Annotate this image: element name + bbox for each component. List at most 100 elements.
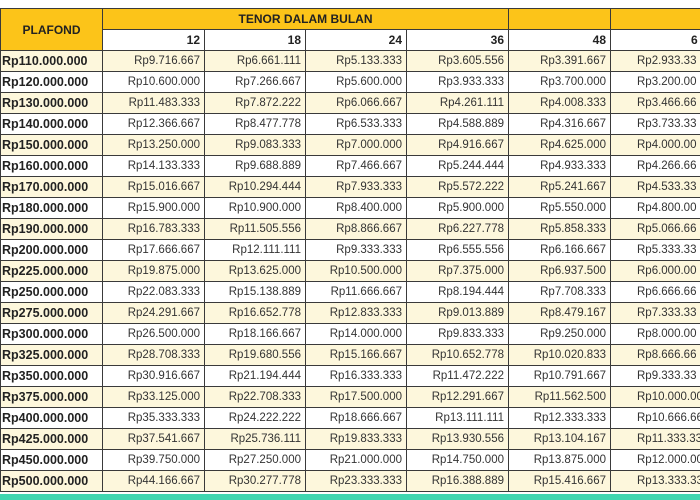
installment-cell: Rp8.000.00	[610, 323, 700, 345]
installment-cell: Rp8.400.000	[305, 197, 407, 219]
plafond-cell: Rp350.000.000	[0, 365, 103, 387]
installment-cell: Rp17.666.667	[102, 239, 205, 261]
installment-cell: Rp33.125.000	[102, 386, 205, 408]
plafond-header: PLAFOND	[0, 8, 103, 51]
bottom-band	[0, 494, 700, 500]
installment-cell: Rp28.708.333	[102, 344, 205, 366]
installment-cell: Rp4.588.889	[406, 113, 509, 135]
installment-cell: Rp9.083.333	[204, 134, 306, 156]
installment-cell: Rp9.688.889	[204, 155, 306, 177]
installment-cell: Rp6.533.333	[305, 113, 407, 135]
installment-cell: Rp13.104.167	[508, 428, 611, 450]
table-row: Rp170.000.000 Rp15.016.667 Rp10.294.444 Rp7…	[0, 176, 700, 198]
installment-cell: Rp22.708.333	[204, 386, 306, 408]
installment-cell: Rp7.266.667	[204, 71, 306, 93]
installment-cell: Rp8.866.667	[305, 218, 407, 240]
installment-cell: Rp11.505.556	[204, 218, 306, 240]
installment-cell: Rp12.833.333	[305, 302, 407, 324]
installment-cell: Rp6.666.66	[610, 281, 700, 303]
tenor-12: 12	[102, 29, 205, 51]
installment-cell: Rp21.000.000	[305, 449, 407, 471]
table-row: Rp140.000.000 Rp12.366.667 Rp8.477.778 Rp6.…	[0, 113, 700, 135]
installment-cell: Rp5.550.000	[508, 197, 611, 219]
installment-cell: Rp7.872.222	[204, 92, 306, 114]
installment-cell: Rp3.200.00	[610, 71, 700, 93]
installment-cell: Rp11.666.667	[305, 281, 407, 303]
installment-cell: Rp5.858.333	[508, 218, 611, 240]
installment-cell: Rp4.916.667	[406, 134, 509, 156]
installment-cell: Rp6.000.00	[610, 260, 700, 282]
installment-cell: Rp9.716.667	[102, 50, 205, 72]
installment-cell: Rp15.900.000	[102, 197, 205, 219]
installment-cell: Rp39.750.000	[102, 449, 205, 471]
installment-cell: Rp13.333.33	[610, 470, 700, 492]
installment-cell: Rp6.227.778	[406, 218, 509, 240]
installment-cell: Rp13.625.000	[204, 260, 306, 282]
plafond-cell: Rp250.000.000	[0, 281, 103, 303]
installment-cell: Rp16.783.333	[102, 218, 205, 240]
installment-cell: Rp10.900.000	[204, 197, 306, 219]
installment-cell: Rp7.708.333	[508, 281, 611, 303]
installment-cell: Rp5.133.333	[305, 50, 407, 72]
plafond-cell: Rp140.000.000	[0, 113, 103, 135]
tenor-18: 18	[204, 29, 306, 51]
installment-cell: Rp2.933.33	[610, 50, 700, 72]
installment-cell: Rp9.333.33	[610, 365, 700, 387]
installment-cell: Rp15.416.667	[508, 470, 611, 492]
installment-cell: Rp5.066.66	[610, 218, 700, 240]
installment-cell: Rp19.875.000	[102, 260, 205, 282]
installment-cell: Rp3.391.667	[508, 50, 611, 72]
table-row: Rp180.000.000 Rp15.900.000 Rp10.900.000 Rp8…	[0, 197, 700, 219]
installment-cell: Rp3.605.556	[406, 50, 509, 72]
installment-cell: Rp10.500.000	[305, 260, 407, 282]
installment-cell: Rp10.791.667	[508, 365, 611, 387]
installment-cell: Rp12.000.00	[610, 449, 700, 471]
installment-cell: Rp15.138.889	[204, 281, 306, 303]
installment-cell: Rp4.000.00	[610, 134, 700, 156]
plafond-cell: Rp275.000.000	[0, 302, 103, 324]
installment-table-container: PLAFOND TENOR DALAM BULAN 12 18 24 36 48 6 Rp…	[0, 8, 700, 492]
installment-cell: Rp19.680.556	[204, 344, 306, 366]
installment-cell: Rp9.333.333	[305, 239, 407, 261]
installment-cell: Rp9.250.000	[508, 323, 611, 345]
installment-cell: Rp30.916.667	[102, 365, 205, 387]
installment-cell: Rp5.600.000	[305, 71, 407, 93]
installment-cell: Rp16.333.333	[305, 365, 407, 387]
tenor-48: 48	[508, 29, 611, 51]
installment-cell: Rp3.733.33	[610, 113, 700, 135]
tenor-row: 12 18 24 36 48 6	[1, 29, 700, 51]
installment-cell: Rp11.562.500	[508, 386, 611, 408]
table-row: Rp200.000.000 Rp17.666.667 Rp12.111.111 Rp9…	[0, 239, 700, 261]
installment-table: PLAFOND TENOR DALAM BULAN 12 18 24 36 48 6 Rp…	[0, 8, 700, 492]
plafond-cell: Rp375.000.000	[0, 386, 103, 408]
installment-cell: Rp16.388.889	[406, 470, 509, 492]
header-blank	[508, 8, 611, 30]
installment-cell: Rp11.333.33	[610, 428, 700, 450]
installment-cell: Rp10.000.00	[610, 386, 700, 408]
installment-cell: Rp4.316.667	[508, 113, 611, 135]
table-row: Rp190.000.000 Rp16.783.333 Rp11.505.556 Rp8…	[0, 218, 700, 240]
table-row: Rp300.000.000 Rp26.500.000 Rp18.166.667 Rp1…	[0, 323, 700, 345]
installment-cell: Rp7.000.000	[305, 134, 407, 156]
table-row: Rp120.000.000 Rp10.600.000 Rp7.266.667 Rp5.…	[0, 71, 700, 93]
installment-cell: Rp9.833.333	[406, 323, 509, 345]
table-row: Rp130.000.000 Rp11.483.333 Rp7.872.222 Rp6.…	[0, 92, 700, 114]
table-row: Rp500.000.000 Rp44.166.667 Rp30.277.778 Rp2…	[0, 470, 700, 492]
installment-cell: Rp5.244.444	[406, 155, 509, 177]
installment-cell: Rp10.652.778	[406, 344, 509, 366]
installment-cell: Rp7.375.000	[406, 260, 509, 282]
plafond-cell: Rp450.000.000	[0, 449, 103, 471]
table-row: Rp425.000.000 Rp37.541.667 Rp25.736.111 Rp1…	[0, 428, 700, 450]
table-row: Rp400.000.000 Rp35.333.333 Rp24.222.222 Rp1…	[0, 407, 700, 429]
installment-cell: Rp14.750.000	[406, 449, 509, 471]
table-row: Rp225.000.000 Rp19.875.000 Rp13.625.000 Rp1…	[0, 260, 700, 282]
installment-cell: Rp12.111.111	[204, 239, 306, 261]
installment-cell: Rp37.541.667	[102, 428, 205, 450]
installment-cell: Rp13.250.000	[102, 134, 205, 156]
plafond-cell: Rp160.000.000	[0, 155, 103, 177]
table-row: Rp325.000.000 Rp28.708.333 Rp19.680.556 Rp1…	[0, 344, 700, 366]
table-row: Rp350.000.000 Rp30.916.667 Rp21.194.444 Rp1…	[0, 365, 700, 387]
installment-cell: Rp13.930.556	[406, 428, 509, 450]
installment-cell: Rp8.666.66	[610, 344, 700, 366]
installment-cell: Rp8.479.167	[508, 302, 611, 324]
